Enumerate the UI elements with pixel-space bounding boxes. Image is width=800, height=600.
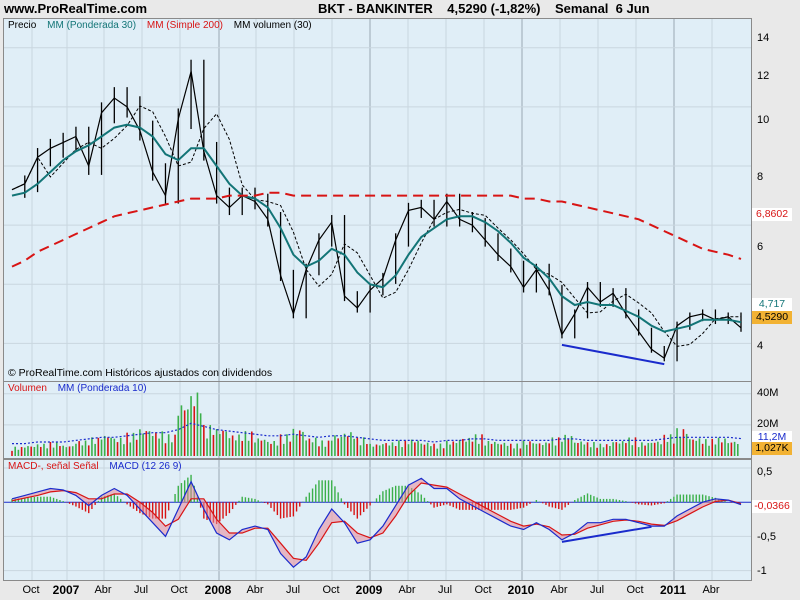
price-line	[11, 71, 742, 360]
x-tick-label: Oct	[170, 584, 188, 596]
volume-value-tag: 1,027K	[752, 442, 792, 455]
footer-note: © ProRealTime.com Históricos ajustados c…	[8, 367, 273, 379]
volume-ma-line	[12, 422, 742, 445]
price-value-tag: 4,5290	[752, 311, 792, 324]
x-tick-year: 2011	[659, 583, 687, 597]
price-ytick: 6	[757, 241, 764, 253]
macd-legend: MACD-, señal Señal MACD (12 26 9)	[8, 461, 190, 472]
x-tick-label: Abr	[94, 584, 112, 596]
header-bar: www.ProRealTime.com BKT - BANKINTER 4,52…	[0, 0, 800, 18]
legend-precio: Precio	[8, 20, 37, 31]
x-tick-label: Abr	[702, 584, 720, 596]
legend-mm-ponderada-30: MM (Ponderada 30)	[47, 20, 137, 31]
x-tick-label: Oct	[22, 584, 40, 596]
price-ytick: 14	[757, 32, 770, 44]
chart-title: BKT - BANKINTER 4,5290 (-1,82%) Semanal …	[318, 1, 650, 16]
wma30-line	[11, 123, 742, 333]
x-tick-label: Jul	[133, 584, 149, 596]
x-tick-label: Jul	[285, 584, 301, 596]
macd-line	[11, 477, 742, 569]
x-tick-year: 2008	[204, 583, 232, 597]
price-panel: Precio MM (Ponderada 30) MM (Simple 200)…	[3, 18, 752, 382]
macd-chart-svg	[4, 460, 751, 580]
volume-chart-svg	[4, 382, 751, 458]
legend-mm-volumen-30: MM volumen (30)	[233, 20, 312, 31]
x-tick-label: Abr	[246, 584, 264, 596]
mm-volumen-line	[11, 105, 741, 347]
macd-panel: MACD-, señal Señal MACD (12 26 9)	[3, 459, 752, 581]
price-ytick: 4	[757, 340, 764, 352]
divergence-line	[561, 343, 665, 366]
x-tick-label: Abr	[550, 584, 568, 596]
macd-value-tag: -0,0366	[752, 500, 792, 513]
sma200-value-tag: 6,8602	[752, 208, 792, 221]
macd-signal-line	[11, 482, 742, 561]
sma200-line	[11, 191, 742, 268]
price-ytick: 10	[757, 114, 770, 126]
legend-mm-ponderada-10: MM (Ponderada 10)	[57, 383, 147, 394]
price-ytick: 12	[757, 70, 770, 82]
x-tick-label: Oct	[474, 584, 492, 596]
wma30-value-tag: 4,717	[752, 298, 792, 311]
legend-macd-senal: MACD-, señal Señal	[8, 461, 99, 472]
x-tick-label: Oct	[322, 584, 340, 596]
x-tick-label: Abr	[398, 584, 416, 596]
x-tick-label: Oct	[626, 584, 644, 596]
volume-legend: Volumen MM (Ponderada 10)	[8, 383, 155, 394]
price-ytick: 8	[757, 171, 764, 183]
x-tick-label: Jul	[589, 584, 605, 596]
x-tick-year: 2009	[355, 583, 383, 597]
macd-divergence-line	[561, 525, 652, 543]
macd-ytick: -0,5	[757, 531, 776, 543]
volume-ytick: 40M	[757, 387, 779, 399]
x-tick-year: 2007	[52, 583, 80, 597]
legend-macd-12-26-9: MACD (12 26 9)	[109, 461, 182, 472]
x-tick-year: 2010	[507, 583, 535, 597]
x-tick-label: Jul	[437, 584, 453, 596]
macd-ytick: -1	[757, 565, 767, 577]
legend-mm-simple-200: MM (Simple 200)	[146, 20, 223, 31]
legend-volumen: Volumen	[8, 383, 47, 394]
volume-ma-tag: 11,2M	[752, 431, 792, 444]
macd-ytick: 0,5	[757, 466, 773, 478]
volume-ytick: 20M	[757, 418, 779, 430]
volume-panel: Volumen MM (Ponderada 10)	[3, 381, 752, 459]
price-chart-svg	[4, 19, 751, 381]
site-name[interactable]: www.ProRealTime.com	[4, 1, 148, 16]
price-legend: Precio MM (Ponderada 30) MM (Simple 200)…	[8, 20, 320, 31]
